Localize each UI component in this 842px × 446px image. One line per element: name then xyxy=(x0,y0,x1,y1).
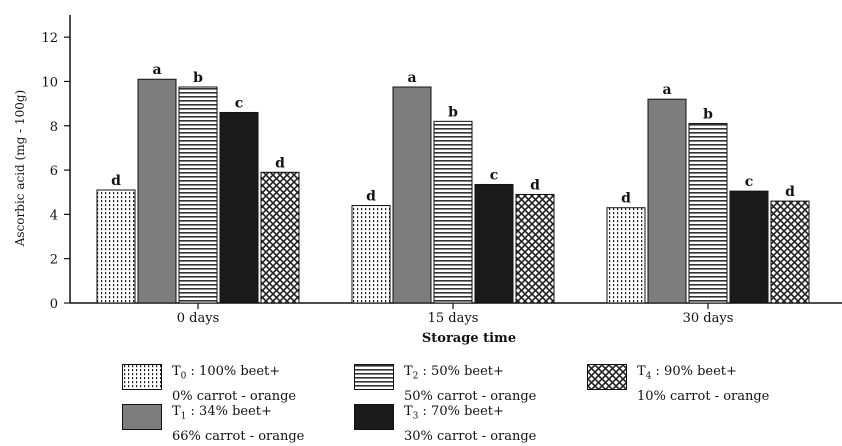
bar-crosshatch-2 xyxy=(770,200,810,304)
significance-letter: c xyxy=(490,167,499,183)
significance-letter: d xyxy=(366,189,376,205)
x-tick-label: 30 days xyxy=(683,311,734,326)
x-tick-label: 0 days xyxy=(177,311,220,326)
significance-letter: d xyxy=(785,184,795,200)
x-axis-label: Storage time xyxy=(422,331,516,346)
y-tick-label: 12 xyxy=(41,31,58,46)
significance-letter: b xyxy=(193,70,203,86)
bar-black-0 xyxy=(219,111,259,304)
bar-gray-1 xyxy=(392,86,432,304)
bar-hstripes-0 xyxy=(178,86,218,304)
bar-black-2 xyxy=(729,190,769,304)
legend-label: T3 : 70% beet+ 30% carrot - orange xyxy=(404,404,537,444)
legend-label: T2 : 50% beet+ 50% carrot - orange xyxy=(404,364,537,404)
bar-hstripes-1 xyxy=(433,120,473,304)
legend-item: T2 : 50% beet+ 50% carrot - orange xyxy=(354,362,536,406)
x-tick-label: 15 days xyxy=(428,311,479,326)
bar-gray-0 xyxy=(137,78,177,304)
bar-hstripes-2 xyxy=(688,123,728,304)
bar-dots-0 xyxy=(96,189,136,304)
y-tick-label: 10 xyxy=(41,75,58,90)
y-tick-label: 8 xyxy=(50,120,58,135)
legend-swatch xyxy=(122,404,162,430)
significance-letter: b xyxy=(448,104,458,120)
significance-letter: b xyxy=(703,107,713,123)
bar-dots-1 xyxy=(351,205,391,304)
bar-dots-2 xyxy=(606,207,646,304)
legend-item: T3 : 70% beet+ 30% carrot - orange xyxy=(354,402,536,446)
legend-item: T1 : 34% beet+ 66% carrot - orange xyxy=(122,402,304,446)
bar-black-1 xyxy=(474,183,514,304)
legend-item: T0 : 100% beet+ 0% carrot - orange xyxy=(122,362,296,406)
significance-letter: d xyxy=(530,177,540,193)
bar-crosshatch-0 xyxy=(260,171,300,304)
y-tick-label: 0 xyxy=(50,297,58,312)
y-axis-label: Ascorbic acid (mg - 100g) xyxy=(13,90,27,247)
legend-swatch xyxy=(122,364,162,390)
significance-letter: a xyxy=(152,62,161,78)
bar-gray-2 xyxy=(647,98,687,304)
significance-letter: a xyxy=(662,82,671,98)
legend-label: T1 : 34% beet+ 66% carrot - orange xyxy=(172,404,305,444)
significance-letter: d xyxy=(621,191,631,207)
significance-letter: c xyxy=(235,95,244,111)
legend-swatch xyxy=(354,364,394,390)
chart-bars: d a b c d d a b c d d a b c d xyxy=(96,62,810,304)
legend-item: T4 : 90% beet+ 10% carrot - orange xyxy=(587,362,769,406)
legend-swatch xyxy=(354,404,394,430)
bar-crosshatch-1 xyxy=(515,193,555,304)
significance-letter: a xyxy=(407,70,416,86)
significance-letter: d xyxy=(111,173,121,189)
y-tick-label: 4 xyxy=(50,208,58,223)
significance-letter: d xyxy=(275,155,285,171)
legend-label: T4 : 90% beet+ 10% carrot - orange xyxy=(637,364,770,404)
y-tick-label: 6 xyxy=(50,164,58,179)
legend-swatch xyxy=(587,364,627,390)
legend-label: T0 : 100% beet+ 0% carrot - orange xyxy=(172,364,297,404)
y-tick-label: 2 xyxy=(50,253,58,268)
significance-letter: c xyxy=(745,174,754,190)
